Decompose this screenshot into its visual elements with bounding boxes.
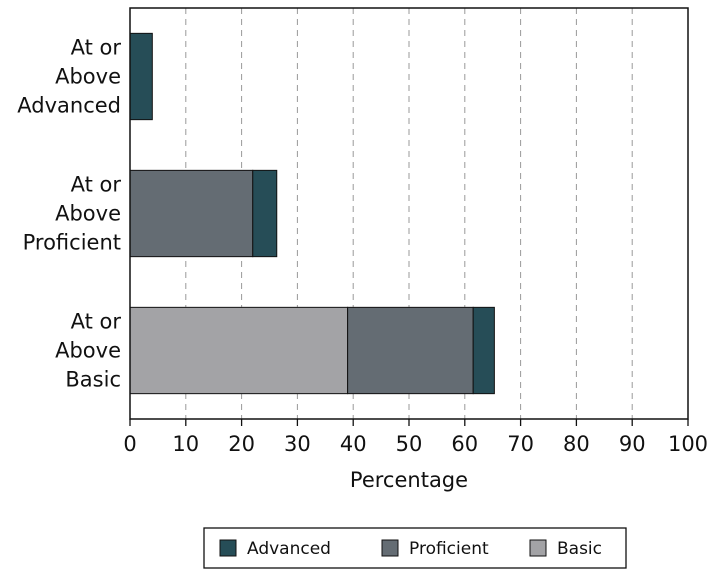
legend-label-proficient: Proficient <box>409 539 489 559</box>
category-label-line: Basic <box>65 368 121 392</box>
x-tick-label: 0 <box>123 432 136 456</box>
legend-swatch-advanced <box>219 539 237 557</box>
bar-segment-advanced <box>472 306 495 395</box>
category-label-line: Proficient <box>23 231 121 255</box>
x-tick-label: 20 <box>228 432 255 456</box>
x-tick-label: 80 <box>563 432 590 456</box>
x-tick-label: 40 <box>340 432 367 456</box>
x-tick-label: 70 <box>507 432 534 456</box>
category-label-line: Above <box>55 65 121 89</box>
bar-segment-advanced <box>129 32 153 121</box>
legend-box <box>203 527 627 569</box>
legend-swatch-proficient <box>381 539 399 557</box>
bar-segment-proficient <box>129 169 254 258</box>
bars <box>129 32 495 395</box>
legend-label-basic: Basic <box>557 539 602 559</box>
legend-swatch-basic <box>529 539 547 557</box>
category-label: At or Above Basic <box>55 310 121 392</box>
legend-label-advanced: Advanced <box>247 539 331 559</box>
x-axis-ticks: 0 10 20 30 40 50 60 70 80 90 100 <box>123 419 708 456</box>
x-tick-label: 10 <box>172 432 199 456</box>
bar-segment-advanced <box>252 169 278 258</box>
category-label-line: Above <box>55 202 121 226</box>
category-label-line: At or <box>71 310 122 334</box>
x-tick-label: 30 <box>284 432 311 456</box>
category-label-line: At or <box>71 173 122 197</box>
x-axis-title: Percentage <box>350 468 468 492</box>
category-label: At or Above Proficient <box>23 173 122 255</box>
x-tick-label: 60 <box>451 432 478 456</box>
legend: Advanced Proficient Basic <box>203 527 627 569</box>
category-label: At or Above Advanced <box>17 36 121 118</box>
bar-segment-proficient <box>347 306 474 395</box>
category-label-line: Above <box>55 339 121 363</box>
x-tick-label: 90 <box>619 432 646 456</box>
bar-segment-basic <box>129 306 349 395</box>
category-label-line: Advanced <box>17 94 121 118</box>
x-tick-label: 50 <box>396 432 423 456</box>
category-label-line: At or <box>71 36 122 60</box>
x-tick-label: 100 <box>668 432 708 456</box>
